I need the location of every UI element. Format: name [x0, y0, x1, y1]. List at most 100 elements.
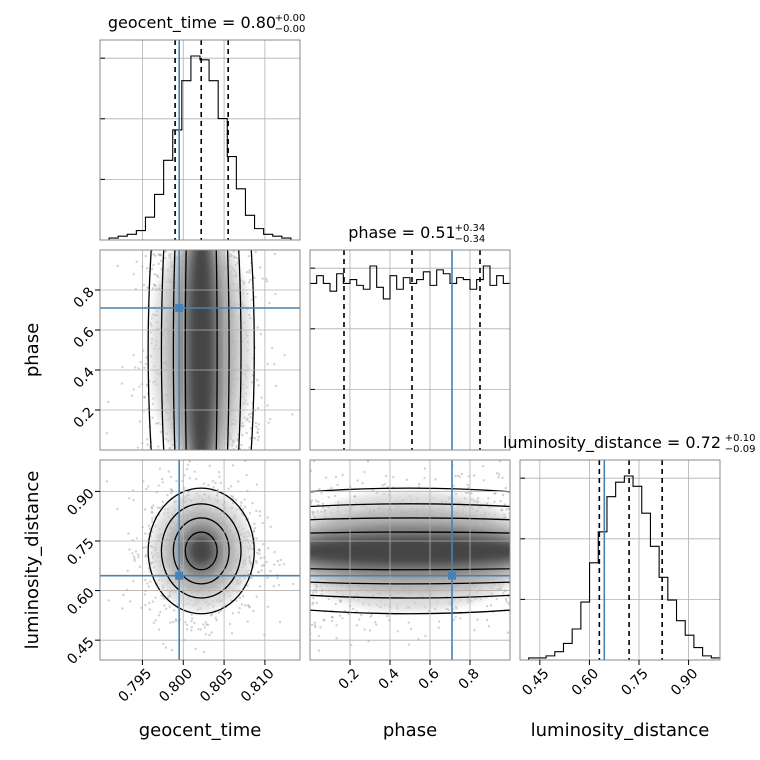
sample-point — [193, 621, 196, 625]
sample-point — [188, 476, 192, 480]
sample-point — [248, 271, 251, 274]
sample-point — [132, 273, 135, 276]
sample-point — [148, 601, 151, 605]
sample-point — [241, 595, 245, 598]
sample-point — [145, 266, 149, 270]
sample-point — [255, 595, 258, 598]
sample-point — [190, 625, 194, 629]
sample-point — [188, 460, 192, 463]
sample-point — [363, 470, 366, 474]
sample-point — [136, 553, 140, 556]
sample-point — [161, 500, 165, 503]
sample-point — [107, 599, 110, 602]
sample-point — [253, 522, 256, 526]
sample-point — [157, 445, 160, 448]
sample-point — [405, 445, 407, 447]
sample-point — [231, 612, 235, 615]
sample-point — [259, 332, 263, 336]
contour-line — [310, 487, 510, 615]
sample-point — [249, 563, 253, 567]
sample-point — [278, 563, 281, 567]
sample-point — [489, 604, 493, 607]
sample-point — [236, 439, 239, 442]
sample-point — [240, 501, 243, 504]
sample-point — [319, 626, 322, 629]
contour-line — [160, 503, 242, 599]
sample-point — [260, 396, 263, 399]
sample-point — [105, 432, 108, 435]
sample-point — [386, 614, 389, 618]
sample-point — [258, 585, 262, 588]
histogram-geocent_time — [100, 55, 300, 241]
y-tick-label: 0.6 — [71, 324, 98, 351]
sample-point — [243, 416, 246, 419]
sample-point — [255, 561, 258, 564]
sample-point — [202, 482, 206, 486]
sample-point — [260, 564, 264, 568]
sample-point — [330, 616, 334, 619]
sample-point — [168, 605, 172, 609]
sample-point — [265, 280, 269, 283]
sample-point — [217, 471, 221, 474]
sample-point — [183, 474, 186, 477]
sample-point — [199, 628, 203, 631]
sample-point — [169, 621, 172, 624]
sample-point — [498, 460, 501, 463]
sample-point — [315, 601, 319, 605]
sample-point — [427, 609, 431, 613]
sample-point — [156, 506, 159, 509]
x-tick-label: 0.75 — [618, 666, 651, 699]
y-tick-label: 0.4 — [71, 364, 98, 391]
sample-point — [121, 366, 124, 369]
sample-point — [323, 618, 326, 622]
sample-point — [505, 600, 508, 603]
sample-point — [137, 367, 140, 370]
sample-point — [311, 510, 314, 514]
sample-point — [454, 616, 457, 619]
sample-point — [163, 256, 167, 260]
sample-point — [164, 646, 168, 649]
sample-point — [155, 422, 158, 425]
sample-point — [507, 507, 510, 511]
sample-point — [246, 403, 249, 406]
sample-point — [258, 549, 262, 552]
sample-point — [472, 474, 476, 477]
sample-point — [244, 604, 247, 607]
x-tick-label: 0.45 — [519, 666, 552, 699]
sample-point — [249, 278, 252, 282]
sample-point — [126, 569, 129, 573]
contour-line — [310, 503, 510, 599]
sample-point — [437, 626, 441, 629]
sample-point — [154, 596, 157, 599]
panel-title-geocent_time: geocent_time = 0.80 — [108, 13, 276, 33]
sample-point — [322, 619, 325, 622]
sample-point — [246, 584, 249, 587]
sample-point — [274, 384, 278, 388]
x-tick-label: 0.800 — [156, 666, 196, 706]
title-lower-error: −0.00 — [275, 24, 306, 35]
density-panel-phase-vs-geocent_time — [99, 249, 301, 451]
truth-marker — [175, 304, 184, 312]
sample-point — [467, 491, 470, 495]
sample-point — [248, 511, 252, 515]
sample-point — [315, 499, 318, 502]
sample-point — [261, 277, 264, 280]
sample-point — [134, 366, 137, 369]
y-axis-label-luminosity_distance: luminosity_distance — [22, 471, 43, 650]
sample-point — [147, 485, 150, 488]
sample-point — [231, 495, 235, 499]
sample-point — [407, 643, 411, 646]
sample-point — [355, 624, 359, 627]
sample-point — [507, 602, 510, 605]
sample-point — [320, 593, 323, 596]
sample-point — [214, 616, 218, 620]
panel-frame — [519, 459, 721, 661]
sample-point — [245, 271, 249, 274]
x-tick-label: 0.2 — [336, 666, 363, 693]
sample-point — [243, 498, 246, 501]
sample-point — [481, 464, 485, 468]
sample-point — [132, 388, 135, 391]
sample-point — [335, 637, 338, 640]
sample-point — [266, 516, 269, 519]
